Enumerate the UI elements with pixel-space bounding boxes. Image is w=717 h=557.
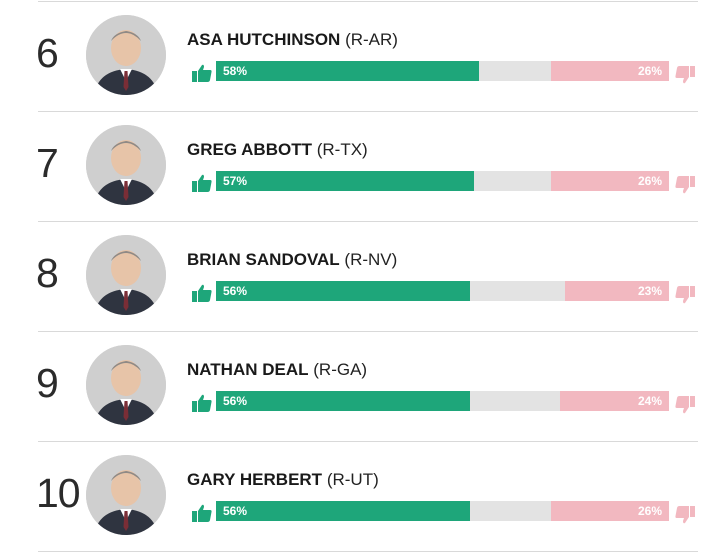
thumbs-down-icon: [675, 176, 695, 194]
approval-bar: 58% 26%: [216, 61, 669, 81]
approve-value-label: 56%: [223, 284, 248, 298]
disapprove-value-label: 23%: [637, 284, 662, 298]
approve-bar-segment: [216, 171, 475, 191]
thumbs-down-icon: [675, 506, 695, 524]
governor-party: (R-UT): [326, 470, 379, 489]
governor-name: GARY HERBERT: [187, 470, 323, 489]
governor-name-line: GREG ABBOTT (R-TX): [187, 140, 368, 160]
governor-name: BRIAN SANDOVAL: [187, 250, 340, 269]
governor-row: 7 GREG ABBOTT (R-TX) 57% 26%: [0, 112, 717, 222]
thumbs-up-icon: [192, 284, 212, 302]
row-divider: [38, 551, 698, 552]
avatar: [86, 345, 166, 425]
approve-bar-segment: [216, 61, 479, 81]
governor-row: 6 ASA HUTCHINSON (R-AR) 58% 26%: [0, 2, 717, 112]
row-divider: [38, 111, 698, 112]
approval-bar: 56% 26%: [216, 501, 669, 521]
disapprove-value-label: 26%: [637, 504, 662, 518]
disapprove-bar-segment: [551, 61, 669, 81]
rank-number: 6: [36, 30, 59, 76]
disapprove-bar-segment: [551, 171, 669, 191]
approve-value-label: 58%: [223, 64, 248, 78]
approve-bar-segment: [216, 281, 470, 301]
governor-name-line: BRIAN SANDOVAL (R-NV): [187, 250, 397, 270]
rank-number: 7: [36, 140, 59, 186]
thumbs-up-icon: [192, 504, 212, 522]
row-divider: [38, 331, 698, 332]
rank-number: 9: [36, 360, 59, 406]
top-divider: [38, 1, 698, 2]
approval-bar: 56% 23%: [216, 281, 669, 301]
governor-name-line: GARY HERBERT (R-UT): [187, 470, 379, 490]
approval-bar: 56% 24%: [216, 391, 669, 411]
approve-value-label: 56%: [223, 504, 248, 518]
disapprove-value-label: 26%: [637, 64, 662, 78]
approval-bar: 57% 26%: [216, 171, 669, 191]
disapprove-bar-segment: [560, 391, 669, 411]
governor-row: 10 GARY HERBERT (R-UT) 56% 26%: [0, 442, 717, 552]
disapprove-bar-segment: [564, 281, 669, 301]
governor-name: ASA HUTCHINSON: [187, 30, 341, 49]
avatar: [86, 125, 166, 205]
governor-party: (R-AR): [345, 30, 398, 49]
approve-bar-segment: [216, 501, 470, 521]
thumbs-down-icon: [675, 396, 695, 414]
disapprove-bar-segment: [551, 501, 669, 521]
approve-bar-segment: [216, 391, 470, 411]
disapprove-value-label: 24%: [637, 394, 662, 408]
row-divider: [38, 441, 698, 442]
disapprove-value-label: 26%: [637, 174, 662, 188]
governor-name: GREG ABBOTT: [187, 140, 312, 159]
thumbs-up-icon: [192, 394, 212, 412]
governor-name-line: NATHAN DEAL (R-GA): [187, 360, 367, 380]
row-divider: [38, 221, 698, 222]
thumbs-up-icon: [192, 174, 212, 192]
approve-value-label: 56%: [223, 394, 248, 408]
governor-party: (R-NV): [344, 250, 398, 269]
thumbs-down-icon: [675, 286, 695, 304]
governor-name: NATHAN DEAL: [187, 360, 309, 379]
avatar: [86, 455, 166, 535]
rank-number: 10: [36, 470, 81, 516]
governor-row: 8 BRIAN SANDOVAL (R-NV) 56% 23%: [0, 222, 717, 332]
avatar: [86, 235, 166, 315]
thumbs-down-icon: [675, 66, 695, 84]
thumbs-up-icon: [192, 64, 212, 82]
governor-row: 9 NATHAN DEAL (R-GA) 56% 24%: [0, 332, 717, 442]
governor-party: (R-TX): [316, 140, 368, 159]
governor-party: (R-GA): [313, 360, 368, 379]
governor-name-line: ASA HUTCHINSON (R-AR): [187, 30, 398, 50]
avatar: [86, 15, 166, 95]
rank-number: 8: [36, 250, 59, 296]
approve-value-label: 57%: [223, 174, 248, 188]
